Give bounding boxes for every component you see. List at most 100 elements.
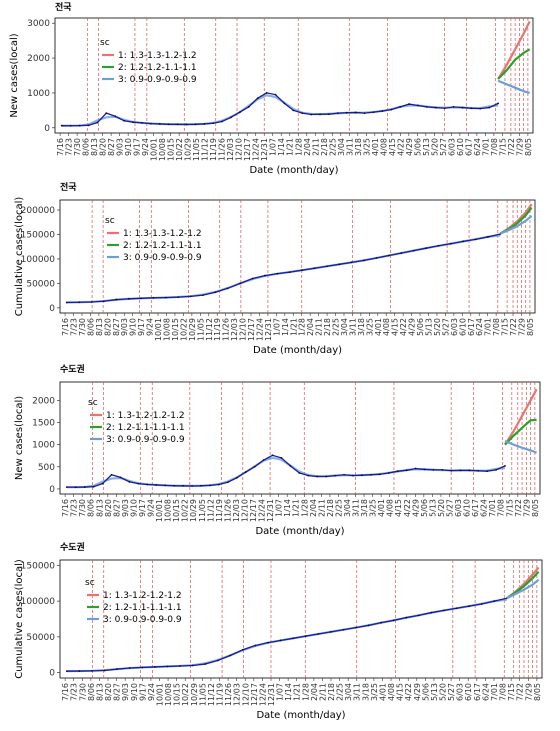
x-tick-label: 7/29 xyxy=(517,318,526,336)
observed-point xyxy=(128,480,131,483)
observed-point xyxy=(301,269,304,272)
observed-point xyxy=(412,249,415,252)
x-tick-label: 9/24 xyxy=(147,499,156,517)
legend-title: sc xyxy=(105,216,115,226)
x-tick-label: 7/08 xyxy=(499,683,508,701)
observed-point xyxy=(495,468,497,471)
x-tick-label: 7/22 xyxy=(509,318,518,336)
x-tick-label: 6/17 xyxy=(464,138,473,156)
x-tick-label: 4/01 xyxy=(377,499,386,517)
x-tick-label: 2/25 xyxy=(328,138,337,156)
x-tick-label: 7/01 xyxy=(484,318,493,336)
x-tick-label: 10/08 xyxy=(162,318,171,341)
x-tick-label: 12/03 xyxy=(233,683,242,706)
x-tick-label: 5/20 xyxy=(437,499,446,517)
observed-point xyxy=(334,474,336,477)
observed-point xyxy=(185,123,188,126)
x-tick-label: 7/29 xyxy=(515,138,524,156)
observed-point xyxy=(378,473,381,476)
observed-point xyxy=(103,300,105,303)
observed-point xyxy=(194,123,197,126)
observed-point xyxy=(459,469,462,472)
observed-point xyxy=(177,296,180,299)
x-tick-label: 8/06 xyxy=(87,499,96,517)
observed-point xyxy=(405,469,408,472)
x-tick-label: 1/28 xyxy=(294,138,303,156)
x-tick-label: 3/25 xyxy=(362,138,371,156)
observed-point xyxy=(179,665,181,667)
x-tick-label: 4/08 xyxy=(382,318,391,336)
observed-point xyxy=(158,123,161,125)
x-tick-label: 5/20 xyxy=(430,138,439,156)
x-tick-label: 6/10 xyxy=(464,683,473,701)
legend: sc 1: 1.3-1.3-1.2-1.2 2: 1.2-1.2-1.1-1.1 3:… xyxy=(100,38,197,85)
observed-point xyxy=(60,124,63,127)
observed-point xyxy=(425,105,428,108)
x-tick-label: 12/31 xyxy=(264,318,273,341)
observed-point xyxy=(417,104,419,107)
x-tick-label: 5/13 xyxy=(425,318,434,336)
observed-point xyxy=(479,107,482,110)
x-tick-label: 9/10 xyxy=(124,138,133,156)
x-tick-label: 4/29 xyxy=(408,318,417,336)
x-tick-label: 8/06 xyxy=(86,318,95,336)
observed-point xyxy=(155,484,158,486)
x-axis-title: Date (month/day) xyxy=(255,526,344,537)
observed-point xyxy=(105,112,108,115)
observed-point xyxy=(115,298,118,301)
observed-point xyxy=(338,263,341,266)
x-tick-label: 10/22 xyxy=(179,318,188,341)
x-tick-label: 1/07 xyxy=(269,138,278,156)
x-tick-label: 2/25 xyxy=(332,318,341,336)
observed-point xyxy=(91,669,93,672)
x-tick-label: 1/14 xyxy=(284,683,293,701)
x-tick-label: 12/10 xyxy=(241,683,250,706)
observed-point xyxy=(325,475,328,478)
x-tick-label: 2/04 xyxy=(310,683,319,701)
x-tick-label: 9/17 xyxy=(137,318,146,336)
x-tick-label: 3/04 xyxy=(344,683,353,701)
x-tick-label: 5/13 xyxy=(428,499,437,517)
observed-point xyxy=(96,121,99,124)
observed-point xyxy=(316,475,319,478)
observed-point xyxy=(392,619,395,622)
x-tick-label: 12/24 xyxy=(255,318,264,341)
legend-title: sc xyxy=(100,38,110,48)
observed-point xyxy=(140,297,142,300)
x-tick-label: 6/03 xyxy=(454,499,463,517)
observed-point xyxy=(166,665,169,668)
observed-point xyxy=(123,119,126,122)
observed-point xyxy=(461,106,464,109)
observed-point xyxy=(101,482,104,485)
x-tick-label: 7/15 xyxy=(501,318,510,336)
legend-label: 2: 1.2-1.2-1.1-1.1 xyxy=(123,241,202,251)
observed-point xyxy=(434,106,437,109)
x-tick-label: 10/22 xyxy=(181,499,190,522)
panel-4: 수도권 0 50000 100000 150000 7/16 7/23 7/30 8/06 8/1… xyxy=(14,541,543,721)
observed-point xyxy=(329,630,332,633)
y-tick-label: 200000 xyxy=(21,206,56,216)
x-tick-label: 3/18 xyxy=(357,318,366,336)
y-tick-label: 0 xyxy=(49,669,55,679)
observed-point xyxy=(437,244,440,247)
x-tick-label: 8/20 xyxy=(104,683,113,701)
x-tick-label: 1/07 xyxy=(272,318,281,336)
observed-point xyxy=(83,486,86,488)
observed-point xyxy=(189,295,192,298)
observed-point xyxy=(355,626,357,629)
observed-point xyxy=(497,102,500,105)
observed-point xyxy=(202,294,204,297)
x-tick-label: 11/12 xyxy=(205,318,214,341)
x-tick-label: 7/30 xyxy=(78,499,87,517)
observed-point xyxy=(65,670,68,673)
observed-point xyxy=(363,259,365,262)
observed-point xyxy=(176,123,179,126)
observed-point xyxy=(301,112,304,115)
observed-point xyxy=(455,607,458,610)
x-tick-label: 1/14 xyxy=(283,499,292,517)
legend-label: 2: 1.2-1.1-1.1-1.1 xyxy=(106,423,185,433)
observed-point xyxy=(116,668,119,670)
x-tick-label: 11/26 xyxy=(224,683,233,706)
